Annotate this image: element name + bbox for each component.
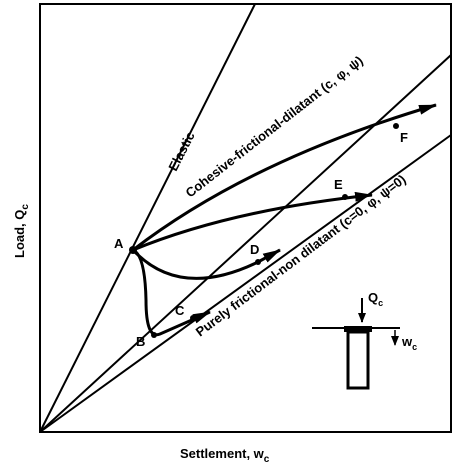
- inset-settlement-sub: c: [412, 342, 417, 352]
- point: [151, 332, 157, 338]
- point: [255, 259, 261, 265]
- elastic-line: [39, 3, 256, 433]
- point-label: C: [175, 303, 185, 318]
- point-label: B: [136, 334, 145, 349]
- curve-f: [132, 103, 437, 252]
- inset-settlement-text: w: [401, 334, 413, 349]
- elastic-label: Elastic: [165, 129, 197, 173]
- x-axis-label-text: Settlement, w: [180, 446, 265, 461]
- point: [342, 194, 348, 200]
- cohesive-line: [39, 54, 452, 433]
- y-axis-label: Load, Qc: [12, 204, 31, 258]
- point: [129, 246, 137, 254]
- pile-inset: [312, 298, 400, 390]
- y-axis-label-text: Load, Q: [12, 210, 27, 258]
- y-axis-label-sub: c: [20, 204, 31, 210]
- frictional-label: Purely frictional-non dilatant (c=0, φ, …: [193, 172, 409, 340]
- point-label: A: [114, 236, 124, 251]
- point-label: E: [334, 177, 343, 192]
- inset-load-text: Q: [368, 290, 378, 305]
- x-axis-label-sub: c: [264, 454, 270, 465]
- curve-d: [131, 248, 281, 280]
- point-label: D: [250, 242, 259, 257]
- curve-e: [132, 191, 373, 252]
- point-label: F: [400, 130, 408, 145]
- frictional-line: [39, 134, 452, 433]
- axes-frame: [39, 3, 452, 433]
- point: [190, 315, 196, 321]
- inset-load-label: Qc: [368, 290, 383, 308]
- inset-load-sub: c: [378, 298, 383, 308]
- x-axis-label: Settlement, wc: [180, 446, 270, 465]
- point: [393, 123, 399, 129]
- inset-settlement-label: wc: [401, 334, 417, 352]
